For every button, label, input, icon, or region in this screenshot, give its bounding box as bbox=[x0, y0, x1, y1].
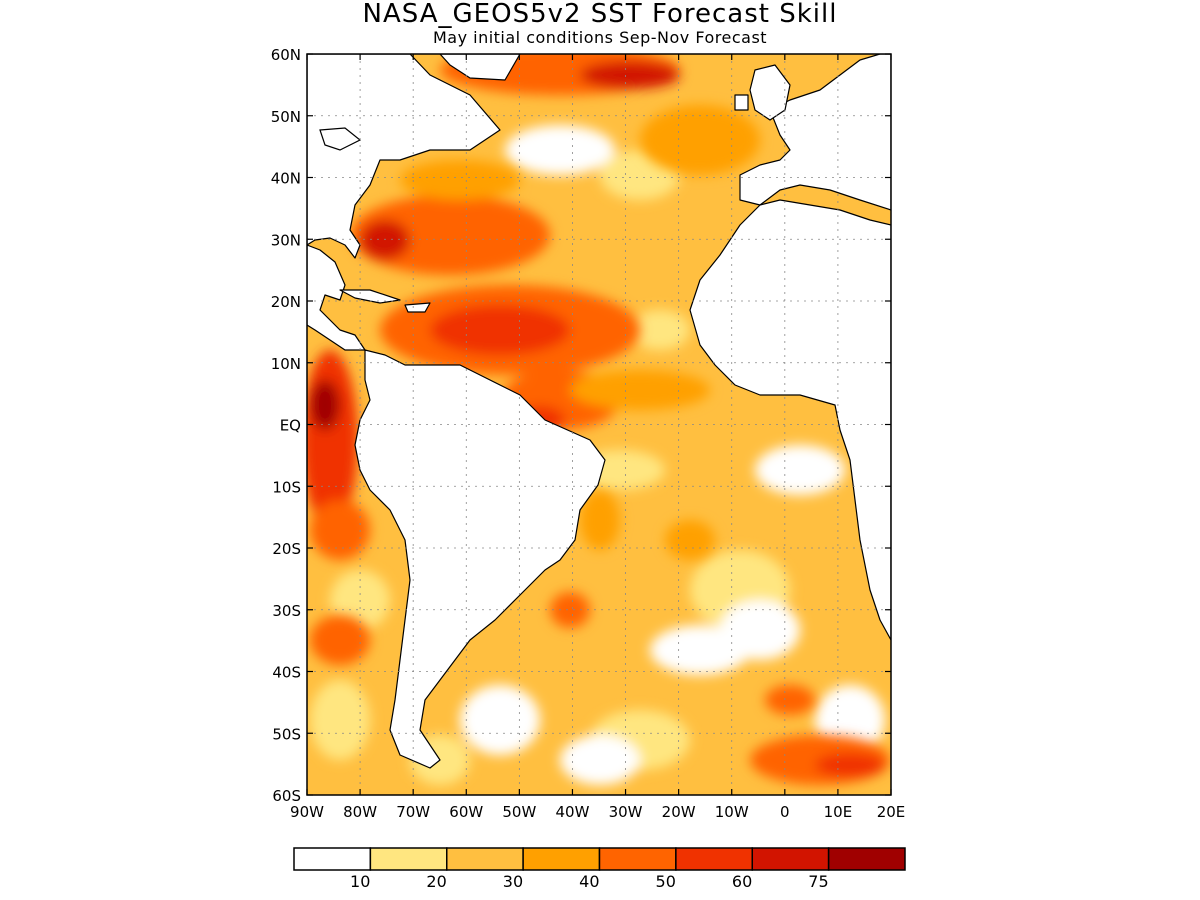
colorbar-swatch bbox=[369, 847, 448, 871]
lat-label: 20S bbox=[272, 540, 301, 558]
lat-label: 10S bbox=[272, 478, 301, 496]
lon-label: 70W bbox=[396, 803, 430, 821]
colorbar-label: 60 bbox=[732, 872, 752, 891]
lon-label: 40W bbox=[555, 803, 589, 821]
lat-label: 60N bbox=[271, 46, 301, 64]
colorbar-swatch bbox=[293, 847, 372, 871]
colorbar-swatch bbox=[827, 847, 906, 871]
lat-label: 20N bbox=[271, 293, 301, 311]
lat-label: 40N bbox=[271, 170, 301, 188]
lat-label: 50N bbox=[271, 108, 301, 126]
lon-label: 90W bbox=[290, 803, 324, 821]
colorbar-label: 20 bbox=[426, 872, 446, 891]
lat-label: 30S bbox=[272, 602, 301, 620]
lon-label: 20E bbox=[877, 803, 906, 821]
lon-label: 80W bbox=[343, 803, 377, 821]
lon-label: 20W bbox=[662, 803, 696, 821]
colorbar: 10 20 30 40 50 60 75 bbox=[293, 847, 906, 891]
colorbar-swatch bbox=[522, 847, 601, 871]
longitude-axis: 90W 80W 70W 60W 50W 40W 30W 20W 10W 0 10E 20E bbox=[290, 54, 905, 821]
lat-label: 50S bbox=[272, 725, 301, 743]
colorbar-swatch bbox=[675, 847, 753, 871]
lat-label: EQ bbox=[280, 417, 301, 435]
colorbar-label: 10 bbox=[350, 872, 370, 891]
lon-label: 50W bbox=[502, 803, 536, 821]
lon-label: 30W bbox=[609, 803, 643, 821]
colorbar-label: 50 bbox=[656, 872, 676, 891]
lat-label: 30N bbox=[271, 231, 301, 249]
latitude-axis: 60N 50N 40N 30N 20N 10N EQ 10S 20S 30S 40S 50S 60S bbox=[271, 46, 891, 805]
colorbar-swatch bbox=[598, 847, 677, 871]
land-masses bbox=[307, 54, 891, 769]
colorbar-swatch bbox=[446, 847, 524, 871]
lon-label: 10E bbox=[824, 803, 853, 821]
lon-label: 0 bbox=[780, 803, 790, 821]
map-subtitle: May initial conditions Sep-Nov Forecast bbox=[432, 28, 768, 47]
lat-label: 10N bbox=[271, 355, 301, 373]
gridlines bbox=[307, 54, 891, 795]
lon-label: 10W bbox=[715, 803, 749, 821]
colorbar-label: 30 bbox=[503, 872, 523, 891]
colorbar-swatch bbox=[751, 847, 830, 871]
lon-label: 60W bbox=[449, 803, 483, 821]
colorbar-label: 40 bbox=[579, 872, 599, 891]
lat-label: 60S bbox=[272, 787, 301, 805]
colorbar-label: 75 bbox=[808, 872, 828, 891]
map-title: NASA_GEOS5v2 SST Forecast Skill bbox=[362, 0, 838, 29]
lat-label: 40S bbox=[272, 664, 301, 682]
